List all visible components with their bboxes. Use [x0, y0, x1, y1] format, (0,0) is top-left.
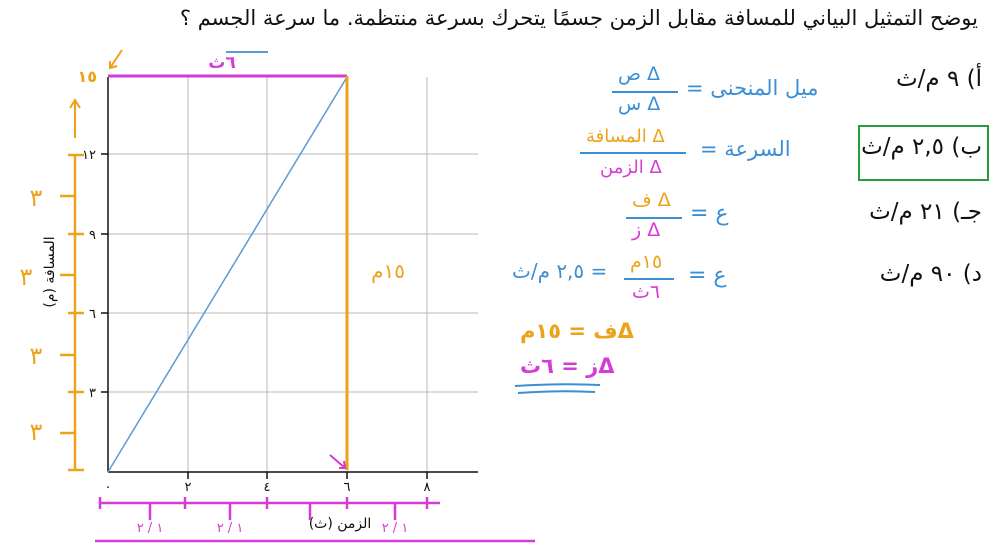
pink-brackets — [95, 497, 535, 543]
v2-symbol: ع = — [688, 263, 727, 288]
v2-result: = ٢,٥ م/ث — [512, 259, 608, 283]
x-tick-label: ٢ — [185, 480, 192, 495]
selected-option-box — [858, 125, 989, 181]
question-text: يوضح التمثيل البياني للمسافة مقابل الزمن… — [179, 6, 978, 30]
y-tick-label: ٩ — [89, 228, 96, 243]
v2-numerator: ١٥م — [630, 251, 663, 273]
slope-label: ميل المنحنى = — [686, 76, 819, 100]
slope-denominator: Δ س — [618, 93, 661, 115]
speed-fraction-bar — [580, 152, 686, 154]
option-value: ٢١ م/ث — [869, 199, 945, 225]
v-symbol: ع = — [690, 201, 729, 226]
option-key: جـ) — [952, 199, 982, 225]
distance-time-graph: ٣ ٦ ٩ ١٢ ١٥ ٠ ٢ ٤ ٦ ٨ الزمن (ث) المسافة … — [20, 49, 535, 543]
grid — [108, 77, 478, 472]
option-value: ٢,٥ م/ث — [861, 134, 945, 160]
x-step-label: ١ / ٢ — [382, 521, 409, 536]
distance-time-line — [107, 76, 348, 473]
option-key: ب) — [951, 134, 982, 160]
option-c[interactable]: جـ) ٢١ م/ث — [869, 199, 982, 225]
option-b[interactable]: ب) ٢,٥ م/ث — [861, 134, 982, 160]
y-step-label: ٣ — [30, 418, 43, 446]
y-tick-label: ٦ — [89, 307, 96, 322]
top-time-annotation: ٦ث — [208, 53, 235, 73]
y-tick-label-top: ١٥ — [77, 67, 97, 86]
v-numerator: Δ ف — [632, 189, 671, 211]
pink-arrow — [329, 454, 347, 469]
x-tick-label: ٠ — [105, 480, 112, 495]
x-axis-label: الزمن (ث) — [309, 516, 372, 532]
x-step-label: ١ / ٢ — [137, 521, 164, 536]
v2-denominator: ٦ث — [632, 281, 661, 303]
speed-label: السرعة = — [700, 137, 791, 161]
slope-numerator: Δ ص — [618, 63, 661, 85]
option-d[interactable]: د) ٩٠ م/ث — [880, 261, 982, 287]
vertical-distance-annotation: ١٥م — [371, 259, 405, 283]
delta-f-value: Δف = ١٥م — [520, 319, 634, 343]
option-value: ٩ م/ث — [896, 66, 960, 92]
orange-axis-arrow — [69, 98, 81, 138]
y-step-label: ٣ — [30, 342, 43, 370]
y-axis-label: المسافة (م) — [42, 236, 58, 307]
option-a[interactable]: أ) ٩ م/ث — [896, 66, 982, 92]
y-tick-label: ١٢ — [82, 148, 96, 163]
option-key: أ) — [966, 66, 982, 92]
y-step-label: ٣ — [30, 184, 43, 212]
option-value: ٩٠ م/ث — [879, 261, 956, 287]
v-fraction-bar — [626, 217, 682, 219]
option-key: د) — [962, 261, 982, 287]
y-step-label: ٣ — [20, 263, 33, 291]
x-tick-label: ٦ — [344, 480, 351, 495]
speed-denominator: Δ الزمن — [600, 157, 662, 178]
v2-fraction-bar — [624, 278, 674, 280]
orange-brackets — [60, 153, 84, 472]
delta-z-value: Δز = ٦ث — [520, 354, 615, 378]
speed-numerator: Δ المسافة — [586, 126, 665, 147]
x-tick-label: ٤ — [264, 480, 271, 495]
x-step-label: ١ / ٢ — [217, 521, 244, 536]
orange-arrow — [109, 49, 123, 70]
slope-fraction-bar — [612, 91, 678, 93]
blue-underline — [514, 383, 601, 394]
y-tick-label: ٣ — [89, 386, 96, 401]
x-tick-label: ٨ — [424, 480, 431, 495]
v-denominator: Δ ز — [632, 219, 661, 241]
